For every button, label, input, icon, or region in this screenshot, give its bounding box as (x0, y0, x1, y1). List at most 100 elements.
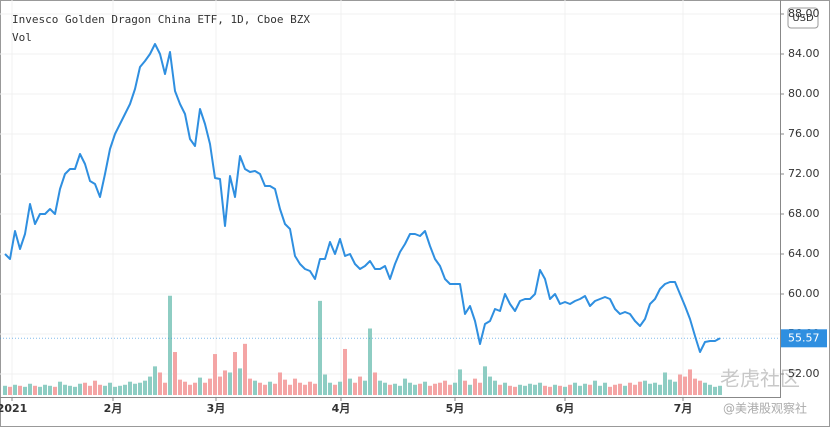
volume-bar (468, 384, 472, 395)
volume-bar (678, 374, 682, 395)
volume-bar (568, 384, 572, 395)
volume-bar (438, 382, 442, 395)
price-line (4, 43, 721, 353)
volume-bar (643, 380, 647, 395)
volume-bar (473, 378, 477, 395)
currency-box[interactable] (787, 7, 819, 29)
volume-bar (513, 386, 517, 395)
volume-bar (583, 383, 587, 395)
x-tick-label: 2月 (104, 402, 123, 415)
y-tick-label: 80.00 (788, 87, 820, 100)
y-tick-label: 88.00 (788, 7, 820, 20)
volume-bar (538, 382, 542, 395)
x-tick-label: 6月 (556, 402, 575, 415)
volume-bar (553, 384, 557, 395)
y-tick-label: 68.00 (788, 207, 820, 220)
volume-bar (93, 380, 97, 395)
volume-bar (333, 384, 337, 395)
volume-bar (418, 383, 422, 395)
volume-bar (273, 383, 277, 395)
volume-bar (78, 383, 82, 395)
volume-bar (573, 382, 577, 395)
volume-bar (668, 379, 672, 395)
volume-bar (253, 380, 257, 395)
volume-bar (408, 382, 412, 395)
volume-bar (178, 379, 182, 395)
volume-bar (303, 384, 307, 395)
y-tick-label: 52.00 (788, 367, 820, 380)
volume (3, 295, 722, 395)
volume-bar (458, 369, 462, 395)
y-tick-label: 72.00 (788, 167, 820, 180)
x-tick-label: 7月 (674, 402, 693, 415)
currency: USD (792, 13, 814, 24)
watermark: 老虎社区 (720, 367, 800, 391)
volume-bar (13, 384, 17, 395)
volume-bar (248, 378, 252, 395)
volume-bar (648, 383, 652, 395)
volume-bar (208, 378, 212, 395)
volume-bar (188, 384, 192, 395)
volume-bar (318, 300, 322, 395)
volume-bar (588, 384, 592, 395)
volume-bar (463, 380, 467, 395)
volume-bar (3, 385, 7, 395)
volume-bar (138, 382, 142, 395)
volume-bar (423, 381, 427, 395)
volume-bar (698, 380, 702, 395)
volume-bar (658, 384, 662, 395)
volume-bar (393, 383, 397, 395)
volume-bar (543, 385, 547, 395)
y-tick-label: 76.00 (788, 127, 820, 140)
volume-bar (43, 384, 47, 395)
volume-bar (448, 384, 452, 395)
volume-bar (703, 382, 707, 395)
volume-bar (378, 380, 382, 395)
volume-bar (113, 386, 117, 395)
volume-bar (63, 384, 67, 395)
y-tick-label: 60.00 (788, 287, 820, 300)
volume-bar (373, 372, 377, 395)
volume-bar (493, 380, 497, 395)
volume-bar (118, 385, 122, 395)
volume-bar (523, 385, 527, 395)
volume-bar (718, 385, 722, 395)
volume-bar (8, 386, 12, 395)
volume-bar (453, 382, 457, 395)
volume-bar (528, 383, 532, 395)
volume-bar (623, 385, 627, 395)
volume-bar (73, 386, 77, 395)
price (0, 43, 780, 353)
volume-bar (433, 383, 437, 395)
volume-bar (168, 295, 172, 395)
volume-bar (173, 352, 177, 395)
x-tick-label: 4月 (332, 402, 351, 415)
volume-bar (533, 384, 537, 395)
volume-bar (343, 348, 347, 395)
volume-bar (228, 372, 232, 395)
last-price-label: 55.57 (788, 331, 820, 344)
subtitle: Vol (12, 31, 32, 44)
volume-bar (403, 378, 407, 395)
volume-bar (263, 384, 267, 395)
volume-bar (58, 381, 62, 395)
volume-bar (233, 352, 237, 395)
volume-bar (338, 381, 342, 395)
volume-bar (323, 374, 327, 395)
volume-bar (133, 383, 137, 395)
volume-bar (508, 385, 512, 395)
volume-bar (103, 385, 107, 395)
volume-bar (683, 376, 687, 395)
x-tick-label: 2021 (0, 402, 27, 415)
volume-bar (38, 386, 42, 395)
volume-bar (688, 369, 692, 395)
volume-bar (388, 384, 392, 395)
volume-bar (83, 382, 87, 395)
volume-bar (608, 386, 612, 395)
volume-bar (278, 372, 282, 395)
y-tick-label: 64.00 (788, 247, 820, 260)
volume-bar (88, 385, 92, 395)
x-tick-label: 5月 (446, 402, 465, 415)
volume-bar (413, 384, 417, 395)
volume-bar (348, 378, 352, 395)
